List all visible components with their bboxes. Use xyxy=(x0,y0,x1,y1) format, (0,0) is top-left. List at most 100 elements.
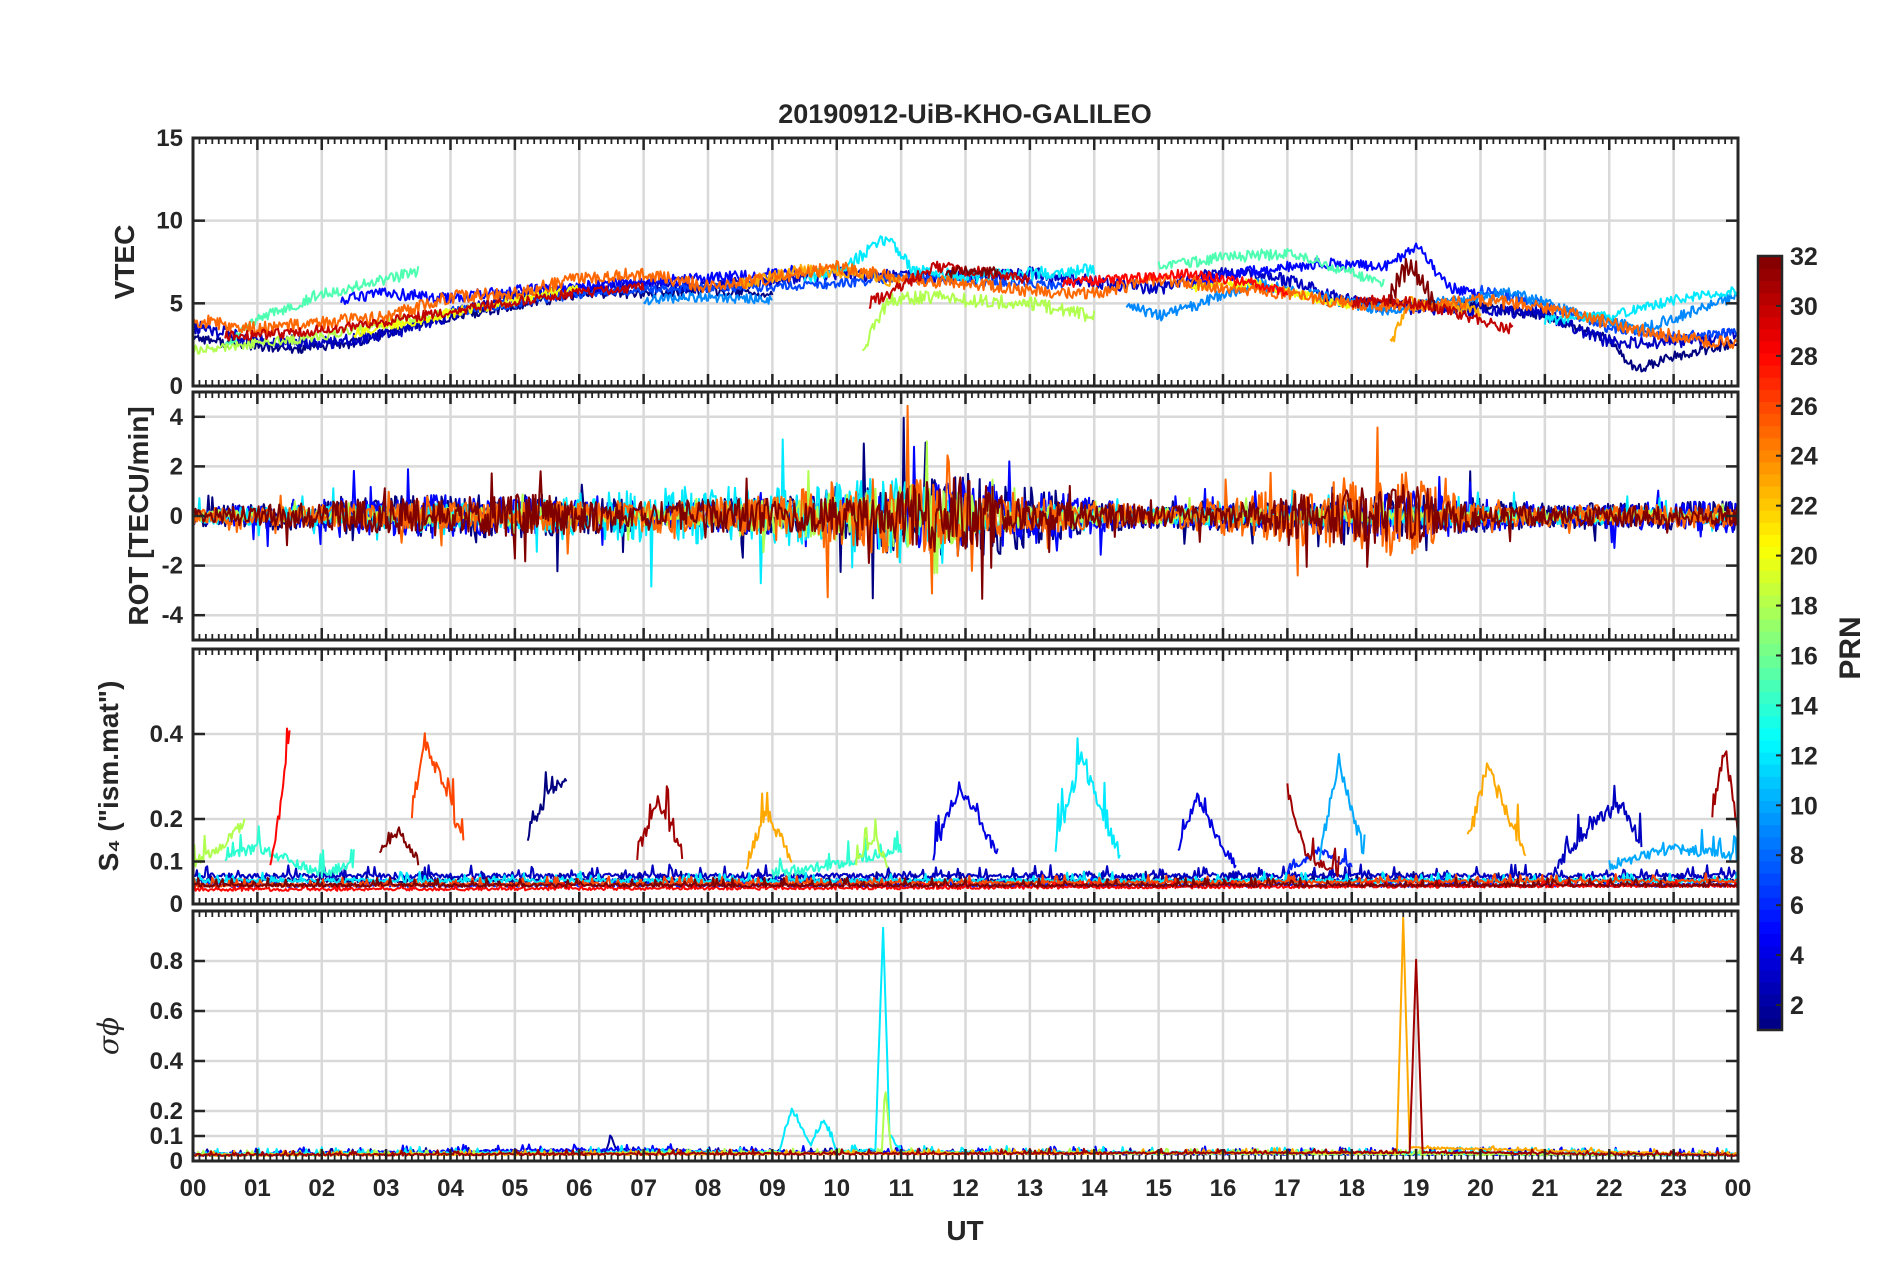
x-tick-label: 12 xyxy=(952,1175,979,1202)
x-tick-label: 14 xyxy=(1081,1175,1108,1202)
colorbar-tick-label: 32 xyxy=(1790,243,1818,271)
panel-s4-plot xyxy=(193,727,1738,893)
y-tick-label: 0 xyxy=(170,1148,183,1175)
series-prn-26 xyxy=(410,732,465,841)
series-prn-31 xyxy=(636,785,684,860)
series-prn-30 xyxy=(1351,294,1514,335)
x-tick-label: 10 xyxy=(823,1175,850,1202)
y-tick-label: 0 xyxy=(170,503,183,530)
series-prn-32 xyxy=(193,470,1738,600)
colorbar-tick-label: 28 xyxy=(1790,343,1818,371)
series-prn-4 xyxy=(932,781,999,861)
series-prn-25 xyxy=(193,259,1738,350)
panel-vtec-ylabel: VTEC xyxy=(109,225,140,300)
colorbar-band xyxy=(1758,497,1782,511)
y-tick-label: 0 xyxy=(170,891,183,918)
series-prn-15 xyxy=(1157,247,1385,288)
x-tick-label: 00 xyxy=(180,1175,207,1202)
series-prn-30 xyxy=(868,260,1031,309)
colorbar-band xyxy=(1758,594,1782,608)
colorbar-band xyxy=(1758,872,1782,886)
colorbar-tick-label: 4 xyxy=(1790,942,1804,970)
colorbar-band xyxy=(1758,824,1782,838)
series-prn-6 xyxy=(1286,846,1353,874)
colorbar-tick-label: 22 xyxy=(1790,493,1818,521)
series-prn-10 xyxy=(1608,828,1738,871)
y-tick-label: 4 xyxy=(170,404,184,431)
x-tick-label: 00 xyxy=(1725,1175,1752,1202)
series-prn-15 xyxy=(224,266,420,348)
series-prn-9 xyxy=(642,291,773,306)
panel-sigma-grid xyxy=(193,911,1738,1161)
colorbar-tick-label: 16 xyxy=(1790,642,1818,670)
series-prn-3 xyxy=(1556,784,1643,869)
colorbar-band xyxy=(1758,522,1782,535)
colorbar-band xyxy=(1758,280,1782,294)
panel-rot-axes: -4 -2 0 2 4 xyxy=(162,390,1740,642)
panel-sigma: 00.10.2 0.4 0.6 0.8 σϕ xyxy=(92,909,1740,1175)
x-axis-tick-labels: 00 01 02 03 04 05 06 07 08 09 10 11 12 13 14 15 16 17 18 19… xyxy=(180,1175,1752,1202)
colorbar-band xyxy=(1758,509,1782,523)
colorbar-band xyxy=(1758,485,1782,499)
x-tick-label: 18 xyxy=(1338,1175,1365,1202)
colorbar-band xyxy=(1758,534,1782,548)
panel-s4-ylabel: S₄ ("ism.mat") xyxy=(93,681,124,872)
series-prn-18 xyxy=(855,818,889,869)
colorbar-band xyxy=(1758,618,1782,632)
colorbar-tick-label: 18 xyxy=(1790,593,1818,621)
colorbar-band xyxy=(1758,316,1782,330)
panel-rot: -4 -2 0 2 4 ROT [TECU/min] xyxy=(123,390,1740,642)
series-prn-18 xyxy=(193,818,246,870)
x-tick-label: 16 xyxy=(1210,1175,1237,1202)
colorbar-band xyxy=(1758,364,1782,378)
panel-s4: 0 0.1 0.2 0.4 S₄ ("ism.mat") xyxy=(93,647,1740,918)
colorbar-band xyxy=(1758,449,1782,463)
colorbar-band xyxy=(1758,413,1782,427)
colorbar-tick-label: 20 xyxy=(1790,543,1818,571)
panel-s4-grid xyxy=(193,649,1738,904)
y-tick-label: 0.1 xyxy=(150,1123,183,1150)
colorbar-band xyxy=(1758,776,1782,789)
colorbar-tick-label: 24 xyxy=(1790,443,1818,471)
y-tick-label: 0 xyxy=(170,373,183,400)
panel-vtec-plot xyxy=(193,235,1738,373)
colorbar-tick-label: 14 xyxy=(1790,692,1818,720)
colorbar-band xyxy=(1758,461,1782,475)
colorbar-band xyxy=(1758,691,1782,705)
colorbar-band xyxy=(1758,328,1782,342)
series-prn-5 xyxy=(1189,242,1482,299)
panel-vtec: 0 5 10 15 VTEC xyxy=(109,125,1740,400)
colorbar-band xyxy=(1758,425,1782,439)
colorbar-band xyxy=(1758,256,1782,269)
colorbar-band xyxy=(1758,727,1782,741)
colorbar-band xyxy=(1758,643,1782,656)
series-prn-32 xyxy=(1389,257,1437,312)
y-tick-label: 5 xyxy=(170,290,183,317)
colorbar-frame xyxy=(1756,254,1784,1032)
y-tick-label: 10 xyxy=(156,208,183,235)
panel-vtec-axes: 0 5 10 15 xyxy=(156,125,1740,400)
panel-sigma-axes: 00.10.2 0.4 0.6 0.8 xyxy=(150,909,1740,1175)
colorbar-band xyxy=(1758,739,1782,753)
series-prn-30 xyxy=(224,282,645,342)
colorbar-band xyxy=(1758,268,1782,281)
colorbar-band xyxy=(1758,981,1782,995)
series-prn-28 xyxy=(1061,268,1289,297)
x-tick-label: 22 xyxy=(1596,1175,1623,1202)
colorbar-band xyxy=(1758,751,1782,765)
series-prn-1 xyxy=(526,771,568,841)
colorbar-band xyxy=(1758,1005,1782,1019)
x-tick-label: 13 xyxy=(1017,1175,1044,1202)
colorbar-band xyxy=(1758,630,1782,644)
colorbar-band xyxy=(1758,909,1782,922)
x-tick-label: 17 xyxy=(1274,1175,1301,1202)
x-tick-label: 03 xyxy=(373,1175,400,1202)
colorbar-band xyxy=(1758,655,1782,668)
x-tick-label: 20 xyxy=(1467,1175,1494,1202)
y-tick-label: 0.1 xyxy=(150,849,183,876)
colorbar-band xyxy=(1758,921,1782,935)
colorbar-band xyxy=(1758,703,1782,717)
colorbar-band xyxy=(1758,376,1782,390)
colorbar-band xyxy=(1758,340,1782,354)
x-tick-label: 15 xyxy=(1145,1175,1172,1202)
